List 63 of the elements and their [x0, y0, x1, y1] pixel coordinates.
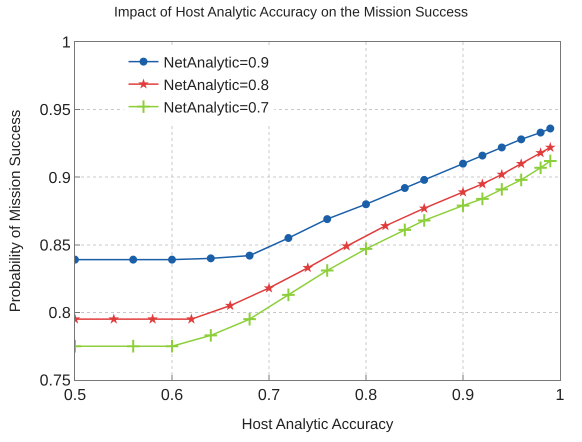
point: [380, 220, 391, 230]
point: [129, 256, 138, 264]
point: [494, 182, 510, 197]
point: [264, 282, 274, 293]
x-tick-label: 0.7: [258, 387, 280, 404]
point: [323, 215, 332, 224]
point: [459, 160, 467, 168]
point: [164, 338, 180, 354]
point: [543, 154, 558, 168]
point: [535, 147, 546, 158]
x-tick-label: 0.5: [64, 387, 86, 404]
point: [418, 202, 430, 213]
point: [186, 314, 197, 324]
y-axis-title: Probability of Mission Success: [6, 110, 24, 312]
chart-title: Impact of Host Analytic Accuracy on the Mission Success: [114, 3, 468, 20]
y-tick-label: 0.9: [48, 170, 71, 187]
point: [398, 222, 412, 238]
point: [420, 176, 428, 184]
x-tick-label: 0.8: [354, 387, 378, 404]
point: [536, 128, 545, 137]
point: [358, 242, 374, 256]
point: [147, 314, 158, 324]
y-tick-label: 0.75: [40, 372, 71, 390]
point: [475, 192, 490, 206]
point: [320, 263, 334, 278]
legend-label: NetAnalytic=0.9: [164, 54, 269, 72]
point: [362, 200, 370, 208]
point: [478, 152, 486, 160]
point: [224, 300, 236, 310]
point: [533, 160, 548, 176]
x-tick-label: 0.6: [160, 387, 184, 404]
point: [516, 158, 527, 168]
point: [204, 328, 218, 343]
x-tick-label: 1: [556, 387, 565, 404]
point: [546, 124, 554, 133]
point: [544, 142, 556, 152]
point: [206, 254, 215, 262]
y-tick-label: 0.85: [40, 237, 71, 254]
point: [126, 338, 140, 354]
point: [108, 314, 120, 324]
point: [281, 288, 296, 302]
y-tick-label: 1: [62, 34, 71, 52]
legend-label: NetAnalytic=0.7: [164, 99, 269, 116]
point: [242, 312, 257, 326]
point: [514, 172, 528, 188]
point: [517, 135, 526, 144]
x-axis-title: Host Analytic Accuracy: [242, 416, 394, 434]
point: [168, 256, 176, 264]
point: [477, 178, 488, 188]
point: [416, 213, 432, 228]
point: [458, 186, 468, 197]
point: [456, 198, 470, 213]
point: [246, 252, 254, 260]
x-tick-label: 0.9: [452, 387, 474, 404]
point: [498, 143, 506, 152]
point: [400, 184, 409, 192]
y-tick-label: 0.8: [48, 305, 71, 322]
y-tick-label: 0.95: [40, 102, 71, 120]
point: [284, 234, 292, 242]
legend-label: NetAnalytic=0.8: [164, 76, 269, 94]
point: [496, 168, 508, 180]
point: [341, 240, 352, 251]
point: [302, 262, 314, 272]
